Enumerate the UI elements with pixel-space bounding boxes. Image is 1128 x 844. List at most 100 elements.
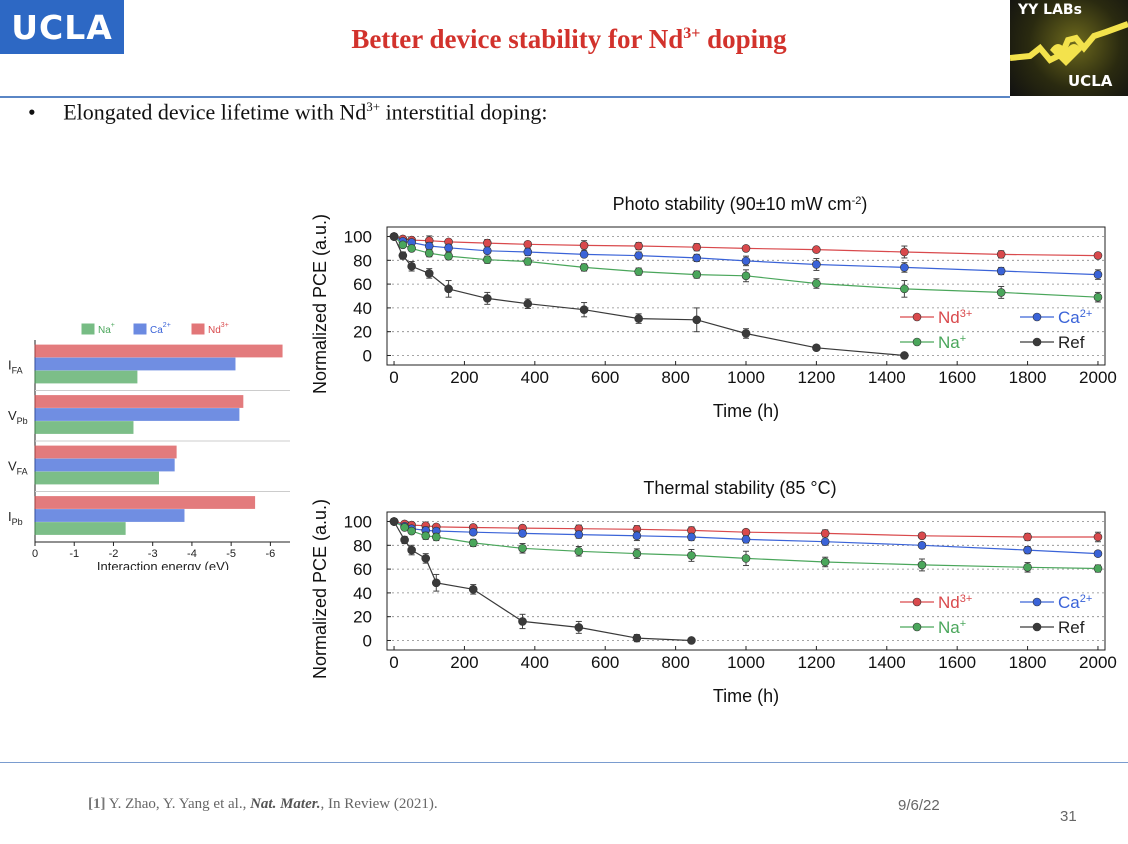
data-point-ref	[741, 329, 751, 338]
legend-label-ref: Ref	[1058, 618, 1085, 637]
data-point-na	[1023, 563, 1032, 572]
chart-title: Thermal stability (85 °C)	[643, 478, 836, 498]
ucla-logo: UCLA	[0, 0, 124, 54]
series-line-ref	[393, 236, 905, 357]
footer-divider	[0, 762, 1128, 763]
data-point-nd	[900, 247, 909, 257]
legend-label-ref: Ref	[1058, 333, 1085, 352]
legend-label-ca: Ca2+	[150, 322, 171, 336]
x-tick-label: 1600	[938, 653, 976, 672]
data-point-ref	[523, 299, 533, 309]
bullet-superscript: 3+	[366, 99, 381, 114]
data-point-na	[820, 557, 830, 567]
yy-logo-top-text: YY LABs	[1018, 2, 1082, 18]
data-point-ca	[1093, 270, 1103, 279]
data-point-ca	[1023, 545, 1032, 555]
data-point-ref	[468, 585, 478, 594]
bar-ca	[34, 458, 175, 472]
legend-label-na: Na+	[98, 322, 115, 336]
data-point-na	[741, 271, 751, 281]
legend-marker-nd	[912, 597, 922, 607]
data-point-ref	[389, 517, 399, 526]
data-point-ref	[518, 617, 527, 626]
legend-marker-ca	[1032, 597, 1042, 607]
data-point-na	[431, 532, 441, 542]
data-point-ref	[407, 261, 416, 271]
bar-nd	[34, 395, 244, 408]
data-point-na	[996, 288, 1006, 297]
bar-x-tick-label: 0	[32, 548, 38, 560]
data-point-na	[444, 251, 453, 261]
data-point-nd	[579, 241, 589, 250]
data-point-ca	[632, 531, 642, 541]
y-axis-label: Normalized PCE (a.u.)	[310, 499, 330, 679]
data-point-ref	[398, 251, 408, 260]
data-point-na	[400, 523, 409, 532]
data-point-ref	[407, 545, 416, 555]
data-point-ref	[400, 535, 409, 545]
reference: [1] Y. Zhao, Y. Yang et al., Nat. Mater.…	[88, 796, 438, 813]
legend-label-ca: Ca2+	[1058, 593, 1092, 612]
data-point-ca	[900, 263, 909, 272]
data-point-ref	[444, 284, 453, 294]
x-tick-label: 1200	[797, 653, 835, 672]
bar-na	[34, 370, 138, 384]
data-point-nd	[820, 529, 830, 538]
slide-title: Better device stability for Nd3+ doping	[0, 24, 1128, 55]
title-main: Better device stability for Nd	[351, 24, 684, 54]
x-tick-label: 1400	[868, 653, 906, 672]
yy-labs-logo: YY LABs UCLA	[1010, 0, 1128, 96]
data-point-ca	[692, 253, 702, 263]
data-point-na	[574, 546, 584, 556]
bar-category-label: IFA	[8, 357, 23, 375]
data-point-na	[1093, 564, 1103, 573]
interaction-energy-bar-chart: Na+ Ca2+ Nd3+ 0 -1 -2 -3 -4 -5 -6 Interaction ener…	[8, 322, 290, 570]
x-tick-label: 600	[591, 653, 619, 672]
legend-marker-na	[912, 337, 922, 347]
data-point-na	[424, 248, 434, 258]
legend-marker-ref	[1032, 622, 1042, 632]
bar-x-tick-label: -4	[187, 548, 197, 560]
bar-ca	[34, 357, 236, 371]
data-point-ca	[523, 247, 533, 257]
data-point-ref	[632, 633, 642, 643]
data-point-na	[812, 279, 821, 288]
header-divider	[0, 96, 1010, 98]
data-point-na	[407, 244, 416, 253]
data-point-na	[468, 538, 478, 548]
data-point-ref	[687, 636, 696, 645]
legend-swatch-nd	[191, 323, 205, 335]
data-point-na	[634, 267, 643, 276]
data-point-nd	[996, 250, 1006, 259]
data-point-nd	[483, 238, 492, 248]
data-point-ref	[483, 294, 492, 303]
y-tick-label: 80	[353, 251, 372, 270]
x-tick-label: 2000	[1079, 368, 1117, 387]
photo-stability-chart: Photo stability (90±10 mW cm-2)0 200 400 60…	[310, 194, 1117, 421]
data-point-ref	[692, 315, 702, 325]
legend-label-na: Na+	[938, 618, 966, 637]
data-point-na	[421, 531, 431, 541]
x-tick-label: 1000	[727, 653, 765, 672]
bar-category-label: VPb	[8, 408, 28, 426]
data-point-nd	[1093, 532, 1103, 542]
x-tick-label: 1200	[797, 368, 835, 387]
page-number: 31	[1060, 808, 1077, 825]
data-point-na	[741, 554, 751, 563]
bullet-text-tail: interstitial doping:	[380, 99, 548, 125]
data-point-na	[523, 257, 533, 266]
data-point-na	[900, 284, 909, 294]
title-tail: doping	[700, 24, 787, 54]
y-tick-label: 60	[353, 275, 372, 294]
data-point-ca	[444, 243, 453, 253]
bar-category-label: IPb	[8, 509, 23, 527]
data-point-nd	[692, 242, 702, 252]
ucla-logo-text: UCLA	[11, 7, 113, 47]
slide-date: 9/6/22	[898, 797, 940, 814]
reference-tail: , In Review (2021).	[320, 796, 438, 812]
reference-authors: Y. Zhao, Y. Yang et al.,	[105, 796, 251, 812]
data-point-nd	[1093, 251, 1103, 260]
data-point-ca	[483, 246, 492, 256]
thermal-stability-chart: Thermal stability (85 °C)0 200 400 600 800 10…	[310, 478, 1117, 706]
data-point-ca	[518, 529, 527, 538]
